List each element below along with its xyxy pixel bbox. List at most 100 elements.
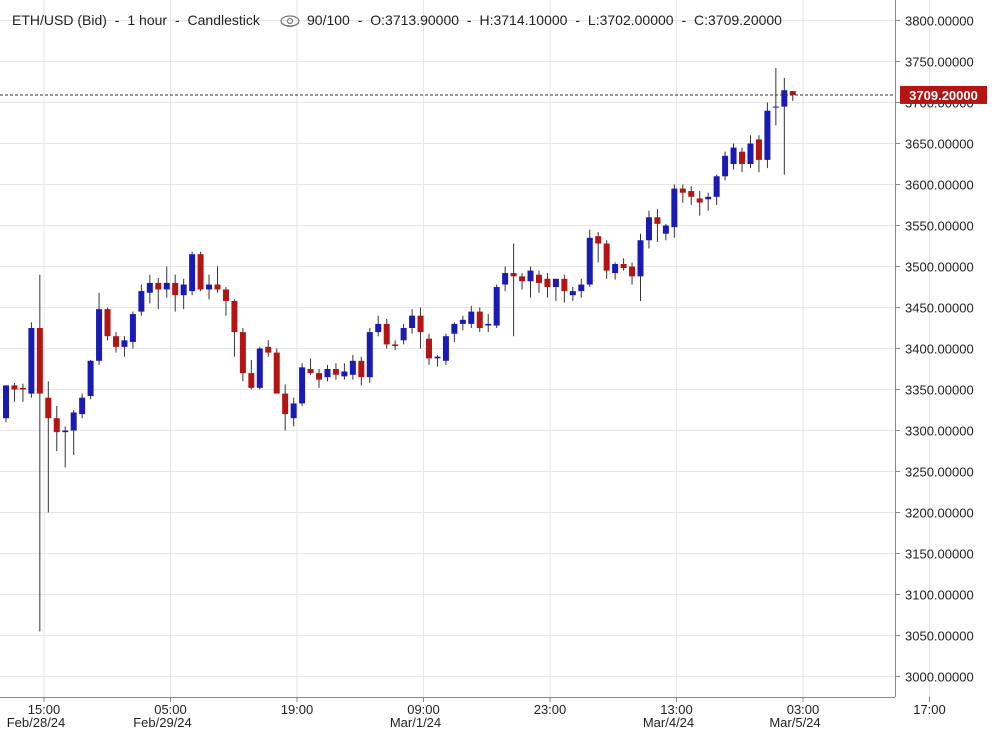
- candle-body: [341, 371, 347, 376]
- candle-body: [790, 91, 796, 95]
- candle-body: [155, 283, 161, 290]
- x-tick-date-label: Mar/5/24: [769, 715, 820, 730]
- candle-body: [392, 344, 398, 346]
- candle-up: [722, 152, 728, 181]
- candle-body: [494, 287, 500, 326]
- candle-body: [231, 301, 237, 332]
- candle-body: [181, 285, 187, 296]
- candle-body: [274, 353, 280, 394]
- candle-body: [663, 226, 669, 234]
- candle-body: [443, 336, 449, 361]
- y-tick-label: 3000.00000: [905, 670, 974, 685]
- candle-body: [578, 285, 584, 292]
- candle-up: [257, 347, 263, 390]
- candle-body: [384, 324, 390, 345]
- candle-body: [375, 324, 381, 332]
- candle-body: [731, 148, 737, 164]
- candle-body: [460, 320, 466, 324]
- y-tick-label: 3550.00000: [905, 219, 974, 234]
- y-tick-label: 3450.00000: [905, 301, 974, 316]
- candle-body: [299, 367, 305, 403]
- candle-body: [198, 254, 204, 289]
- x-tick-time-label: 23:00: [534, 702, 567, 717]
- candle-body: [764, 111, 770, 160]
- legend-low: L:3702.00000: [588, 12, 674, 28]
- candle-up: [443, 334, 449, 365]
- candle-body: [45, 398, 51, 419]
- candle-body: [333, 369, 339, 375]
- y-tick-label: 3400.00000: [905, 342, 974, 357]
- y-tick-label: 3600.00000: [905, 178, 974, 193]
- legend-separator: -: [175, 12, 180, 28]
- legend-symbol: ETH/USD (Bid): [12, 12, 107, 28]
- x-tick-date-label: Feb/29/24: [133, 715, 192, 730]
- candle-body: [595, 236, 601, 243]
- candle-up: [28, 322, 34, 397]
- candle-body: [680, 189, 686, 193]
- candle-body: [79, 398, 85, 414]
- legend-separator: -: [467, 12, 472, 28]
- candle-body: [147, 283, 153, 293]
- candle-body: [265, 347, 271, 353]
- candle-body: [697, 198, 703, 202]
- legend-zoom: 90/100: [307, 12, 350, 28]
- legend-separator: -: [358, 12, 363, 28]
- candle-up: [189, 252, 195, 295]
- candle-body: [434, 357, 440, 359]
- candle-down: [105, 308, 111, 341]
- candle-body: [409, 316, 415, 328]
- candle-body: [358, 361, 364, 377]
- candle-body: [418, 316, 424, 332]
- candle-body: [671, 189, 677, 228]
- candle-body: [604, 244, 610, 271]
- candle-body: [502, 273, 508, 284]
- candle-down: [274, 349, 280, 394]
- candle-body: [587, 238, 593, 285]
- candle-body: [570, 291, 576, 295]
- svg-text:90/100 - O:3713.90: 90/100 - O:3713.90000 - H:3714.10000 - L…: [307, 12, 782, 28]
- candle-body: [20, 388, 26, 390]
- candle-body: [105, 309, 111, 336]
- candle-body: [739, 152, 745, 164]
- candle-up: [367, 328, 373, 383]
- candle-body: [206, 285, 212, 290]
- candle-body: [629, 267, 635, 277]
- legend-separator: -: [575, 12, 580, 28]
- candle-body: [308, 369, 314, 373]
- current-price-label: 3709.20000: [909, 88, 978, 103]
- candle-body: [291, 403, 297, 418]
- chart-legend: ETH/USD (Bid) - 1 hour - Candlestick 90/…: [12, 12, 782, 28]
- legend-chart-type: Candlestick: [188, 12, 261, 28]
- candle-body: [215, 285, 221, 290]
- legend-close: C:3709.20000: [694, 12, 782, 28]
- candle-body: [189, 254, 195, 291]
- candle-body: [248, 373, 254, 388]
- candle-body: [485, 324, 491, 326]
- x-tick-time-label: 19:00: [281, 702, 314, 717]
- candle-body: [519, 276, 525, 281]
- candle-body: [172, 283, 178, 295]
- candle-body: [781, 90, 787, 106]
- candle-up: [299, 363, 305, 406]
- candle-body: [401, 328, 407, 340]
- candle-body: [477, 312, 483, 328]
- candle-body: [621, 264, 627, 268]
- legend-high: H:3714.10000: [479, 12, 567, 28]
- candle-body: [468, 312, 474, 324]
- y-tick-label: 3800.00000: [905, 14, 974, 29]
- candle-body: [113, 336, 119, 347]
- candle-body: [612, 264, 618, 273]
- legend-interval: 1 hour: [127, 12, 167, 28]
- candle-body: [28, 328, 34, 394]
- candle-body: [240, 332, 246, 373]
- candle-body: [638, 240, 644, 276]
- candle-down: [198, 252, 204, 291]
- candle-body: [714, 176, 720, 197]
- candle-up: [494, 285, 500, 328]
- y-tick-label: 3750.00000: [905, 55, 974, 70]
- y-tick-label: 3100.00000: [905, 588, 974, 603]
- x-tick-date-label: Feb/28/24: [7, 715, 66, 730]
- candle-body: [88, 361, 94, 396]
- candle-body: [654, 217, 660, 224]
